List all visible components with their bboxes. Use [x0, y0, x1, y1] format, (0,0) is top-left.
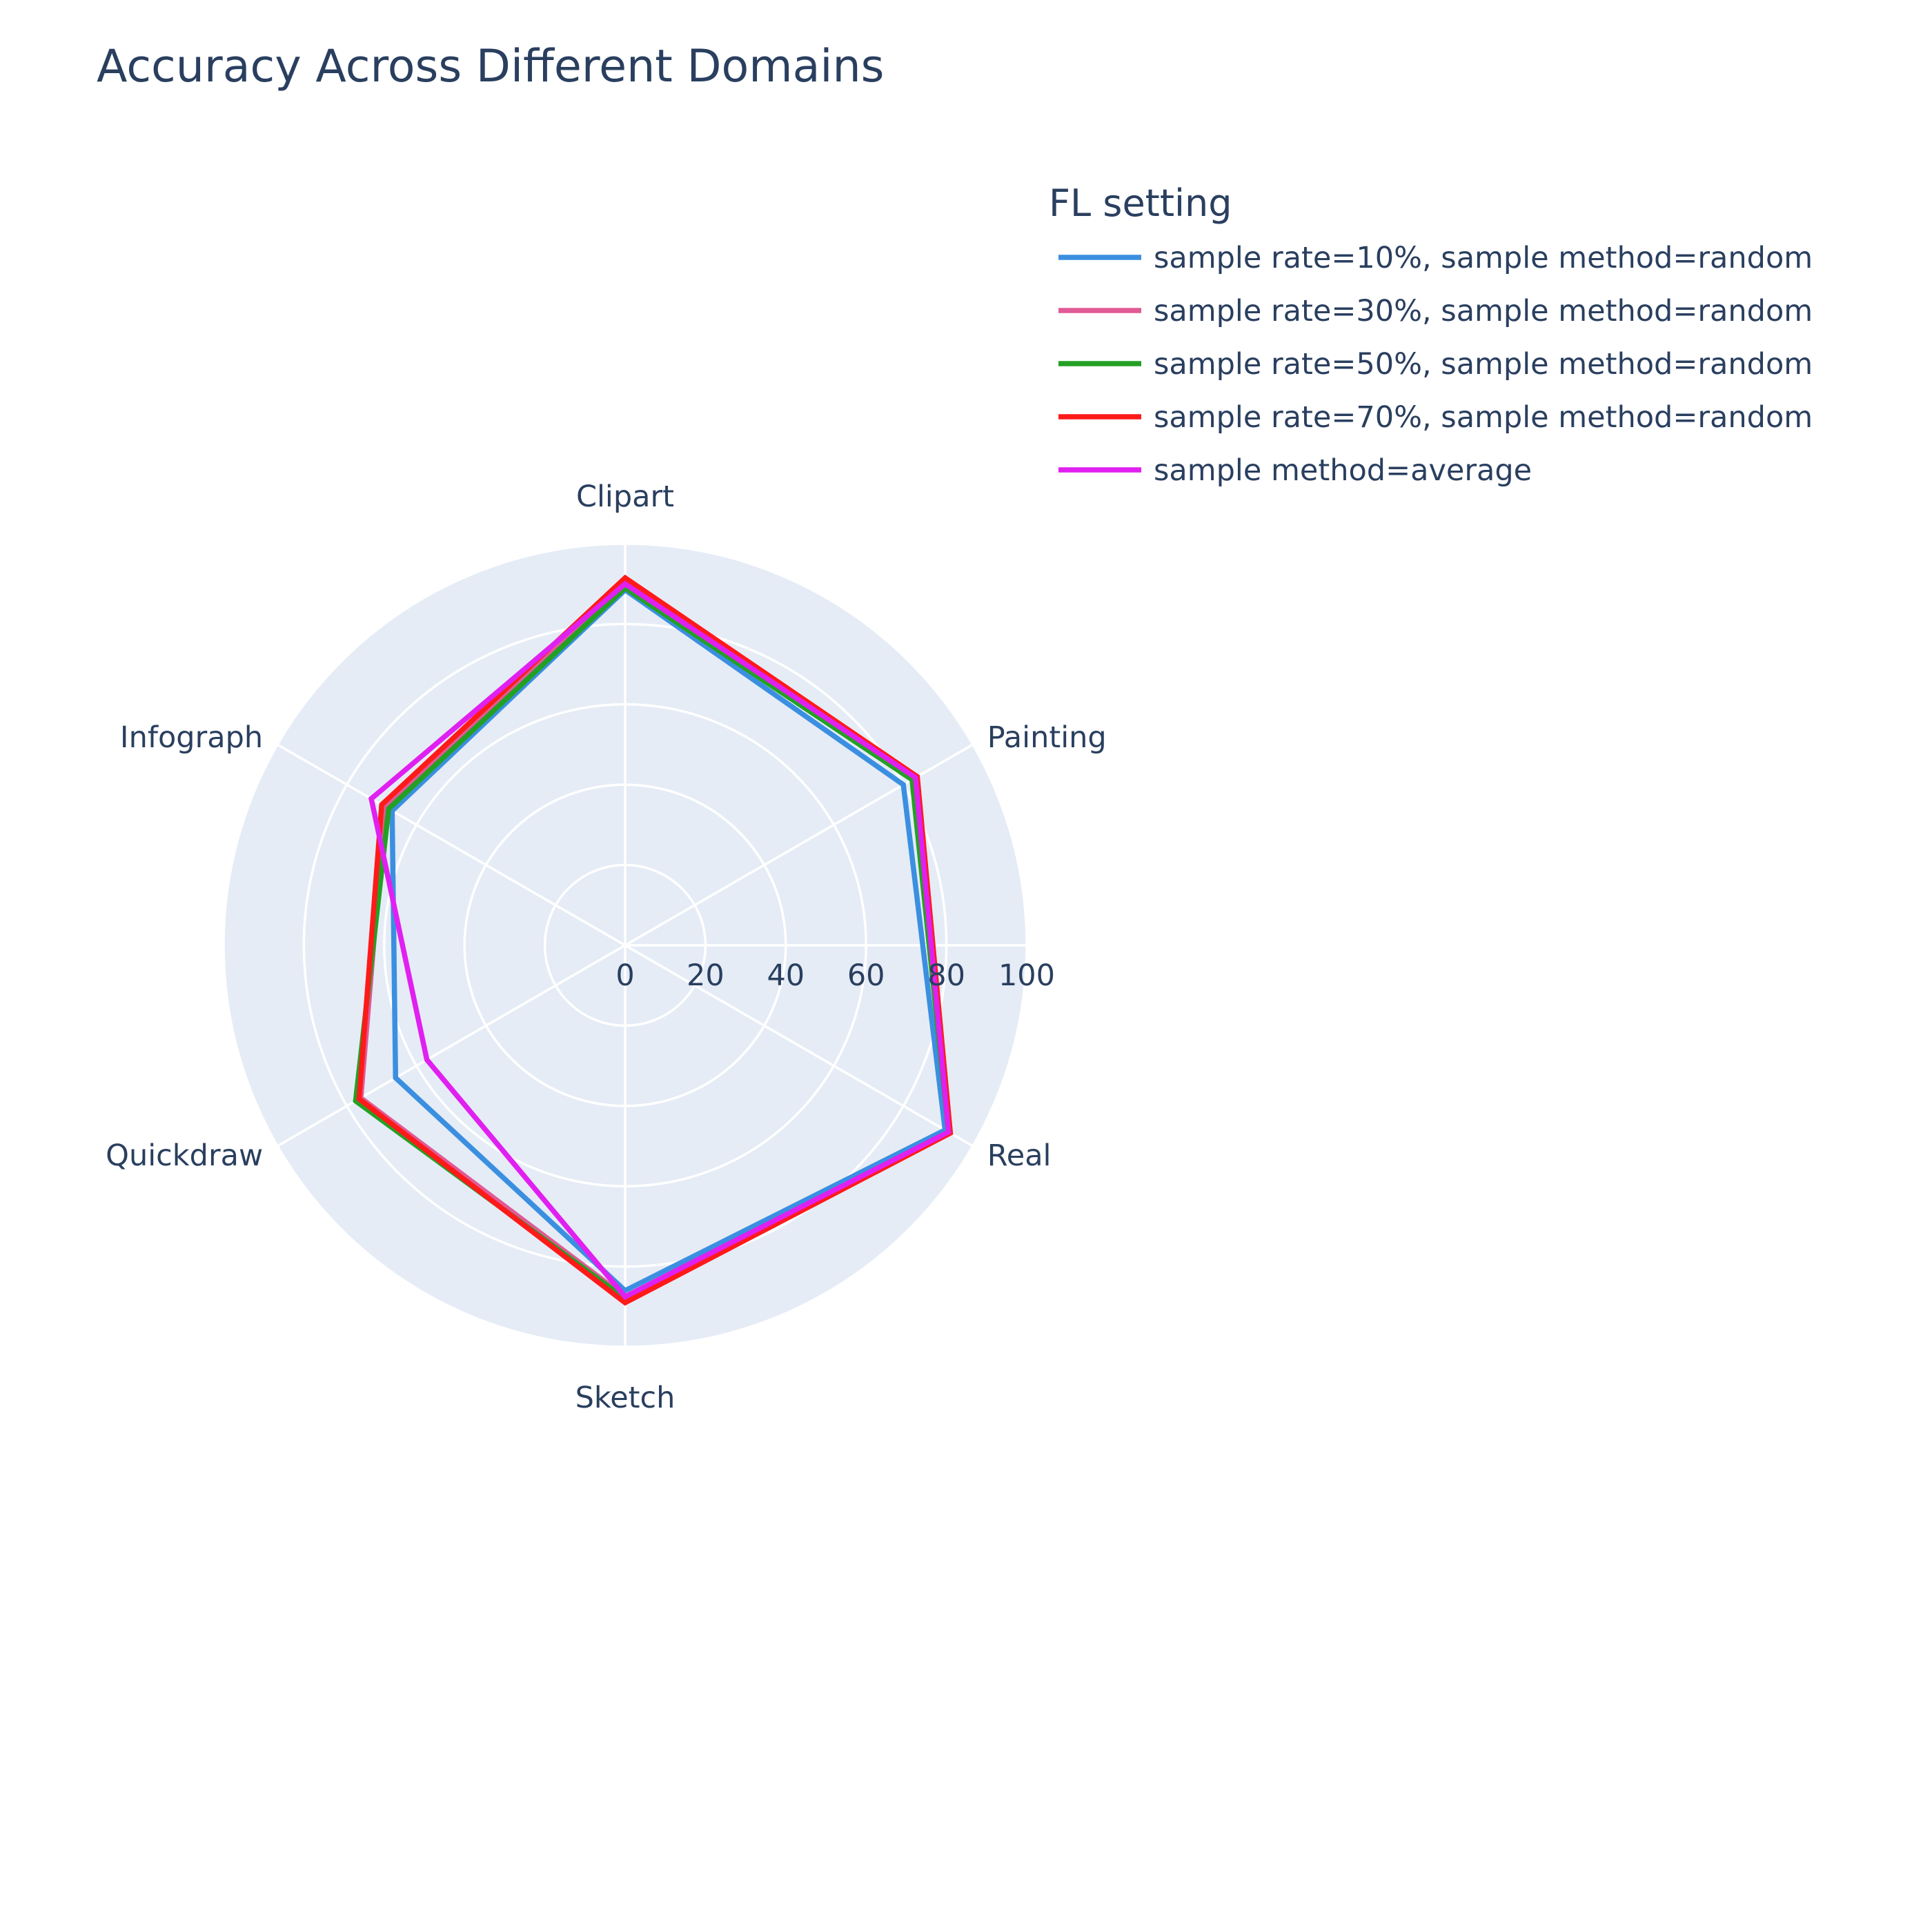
radial-tick-label: 100	[998, 958, 1055, 993]
legend-label: sample rate=10%, sample method=random	[1154, 241, 1813, 275]
legend-label: sample rate=70%, sample method=random	[1154, 400, 1813, 435]
legend-label: sample rate=50%, sample method=random	[1154, 347, 1813, 382]
legend-item-4[interactable]: sample rate=70%, sample method=random	[1058, 400, 1813, 435]
category-label-real: Real	[987, 1138, 1052, 1173]
series-line-5	[368, 580, 952, 1300]
legend-item-2[interactable]: sample rate=30%, sample method=random	[1058, 294, 1813, 328]
category-label-sketch: Sketch	[575, 1381, 676, 1415]
legend-item-5[interactable]: sample method=average	[1058, 453, 1532, 488]
category-label-painting: Painting	[987, 720, 1107, 755]
radial-tick-label: 20	[687, 958, 724, 993]
radial-tick-label: 80	[927, 958, 965, 993]
legend[interactable]: FL setting sample rate=10%, sample method…	[1049, 181, 1813, 488]
radial-tick-label: 0	[615, 958, 634, 993]
legend-label: sample rate=30%, sample method=random	[1154, 294, 1813, 328]
legend-item-3[interactable]: sample rate=50%, sample method=random	[1058, 347, 1813, 382]
legend-title: FL setting	[1049, 181, 1232, 225]
angular-gridline	[277, 743, 626, 947]
polar-plot-area: 0 20 40 60 80 100 Clipart Painting Real Sketch Qui…	[106, 480, 1107, 1415]
angular-gridline	[277, 944, 626, 1147]
chart-title: Accuracy Across Different Domains	[97, 41, 885, 92]
category-label-clipart: Clipart	[576, 480, 674, 514]
category-label-quickdraw: Quickdraw	[106, 1138, 263, 1173]
legend-label: sample method=average	[1154, 453, 1532, 488]
angular-gridline	[624, 944, 974, 1147]
category-label-infograph: Infograph	[120, 720, 263, 755]
series-line-1	[389, 586, 948, 1294]
radial-tick-label: 40	[767, 958, 805, 993]
radial-tick-label: 60	[847, 958, 885, 993]
legend-item-1[interactable]: sample rate=10%, sample method=random	[1058, 241, 1813, 275]
